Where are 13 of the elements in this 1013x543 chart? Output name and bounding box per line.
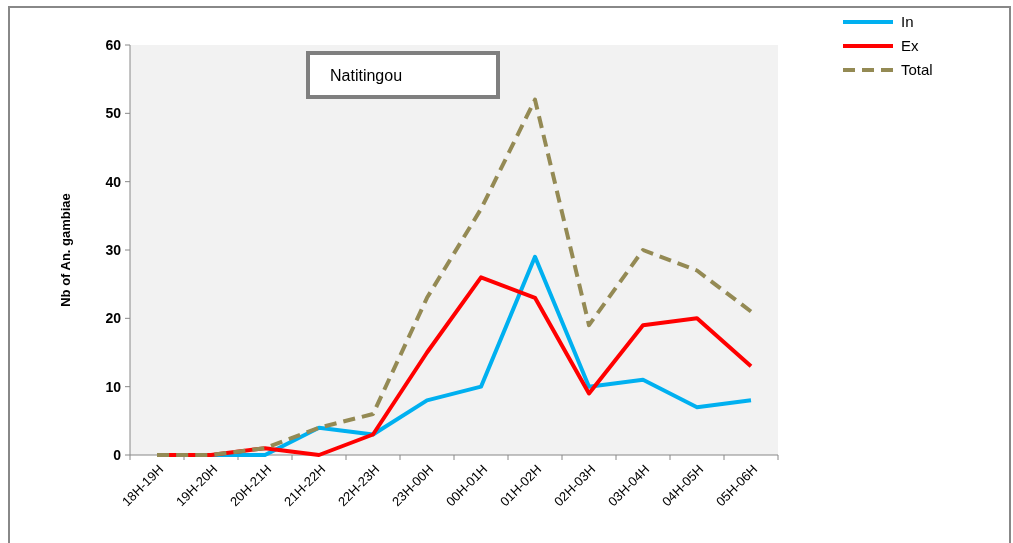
y-tick-label: 60 <box>105 36 122 53</box>
y-tick-label: 10 <box>105 378 122 395</box>
y-tick-label: 20 <box>105 310 122 327</box>
legend-label: In <box>901 13 914 31</box>
y-tick-label: 0 <box>113 446 122 463</box>
y-tick-label: 40 <box>105 173 122 190</box>
legend-label: Ex <box>901 37 919 55</box>
annotation: Natitingou <box>330 67 403 84</box>
line-series <box>155 97 753 457</box>
y-tick-label: 30 <box>105 241 122 258</box>
y-axis-title: Nb of An. gambiae <box>58 193 73 307</box>
y-tick-label: 50 <box>105 105 122 122</box>
legend-label: Total <box>901 61 933 79</box>
